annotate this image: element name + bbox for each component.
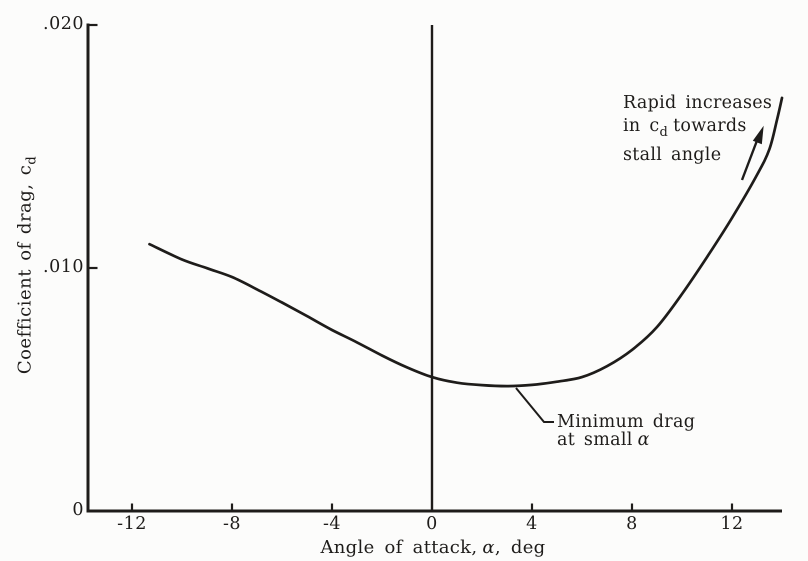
- annotation-minimum-drag: Minimum drag at small α: [557, 413, 695, 449]
- annotation-text: at small: [557, 430, 633, 450]
- annotation-text: towards: [673, 116, 747, 136]
- x-tick-label--4: -4: [322, 514, 342, 534]
- x-tick-label-0: 0: [426, 514, 438, 534]
- y-tick-label-0: 0: [72, 500, 84, 520]
- x-axis-title-text: Angle of attack,: [320, 537, 478, 558]
- annotation-line: stall angle: [623, 145, 722, 165]
- x-tick-label--8: -8: [222, 514, 242, 534]
- minimum-drag-leader-line: [515, 387, 554, 423]
- alpha-symbol: α: [482, 537, 495, 558]
- x-tick-label-8: 8: [626, 514, 638, 534]
- drag-curve: [148, 96, 784, 388]
- x-tick-label--12: -12: [117, 514, 147, 534]
- annotation-line: Minimum drag: [557, 412, 696, 432]
- y-tick-label-.020: .020: [43, 14, 84, 34]
- x-tick-label-12: 12: [720, 514, 744, 534]
- annotation-rapid-increase: Rapid increases in cd towards stall angle: [623, 92, 772, 167]
- x-tick-label-4: 4: [526, 514, 538, 534]
- y-tick-label-.010: .010: [43, 257, 84, 277]
- stall-direction-arrow: [740, 125, 764, 181]
- arrow-head-icon: [752, 125, 764, 145]
- axis-tick-marks: [88, 23, 734, 511]
- alpha-symbol: α: [637, 430, 650, 450]
- x-axis-title: Angle of attack, α, deg: [320, 537, 545, 558]
- annotation-line: in cd towards: [623, 115, 772, 144]
- annotation-line: Rapid increases: [623, 93, 773, 113]
- y-axis-title-subscript: d: [24, 155, 40, 165]
- x-axis-title-units: , deg: [494, 537, 546, 558]
- cd-subscript: d: [659, 125, 669, 140]
- annotation-text: in c: [623, 116, 660, 136]
- annotation-line: at small α: [557, 431, 695, 449]
